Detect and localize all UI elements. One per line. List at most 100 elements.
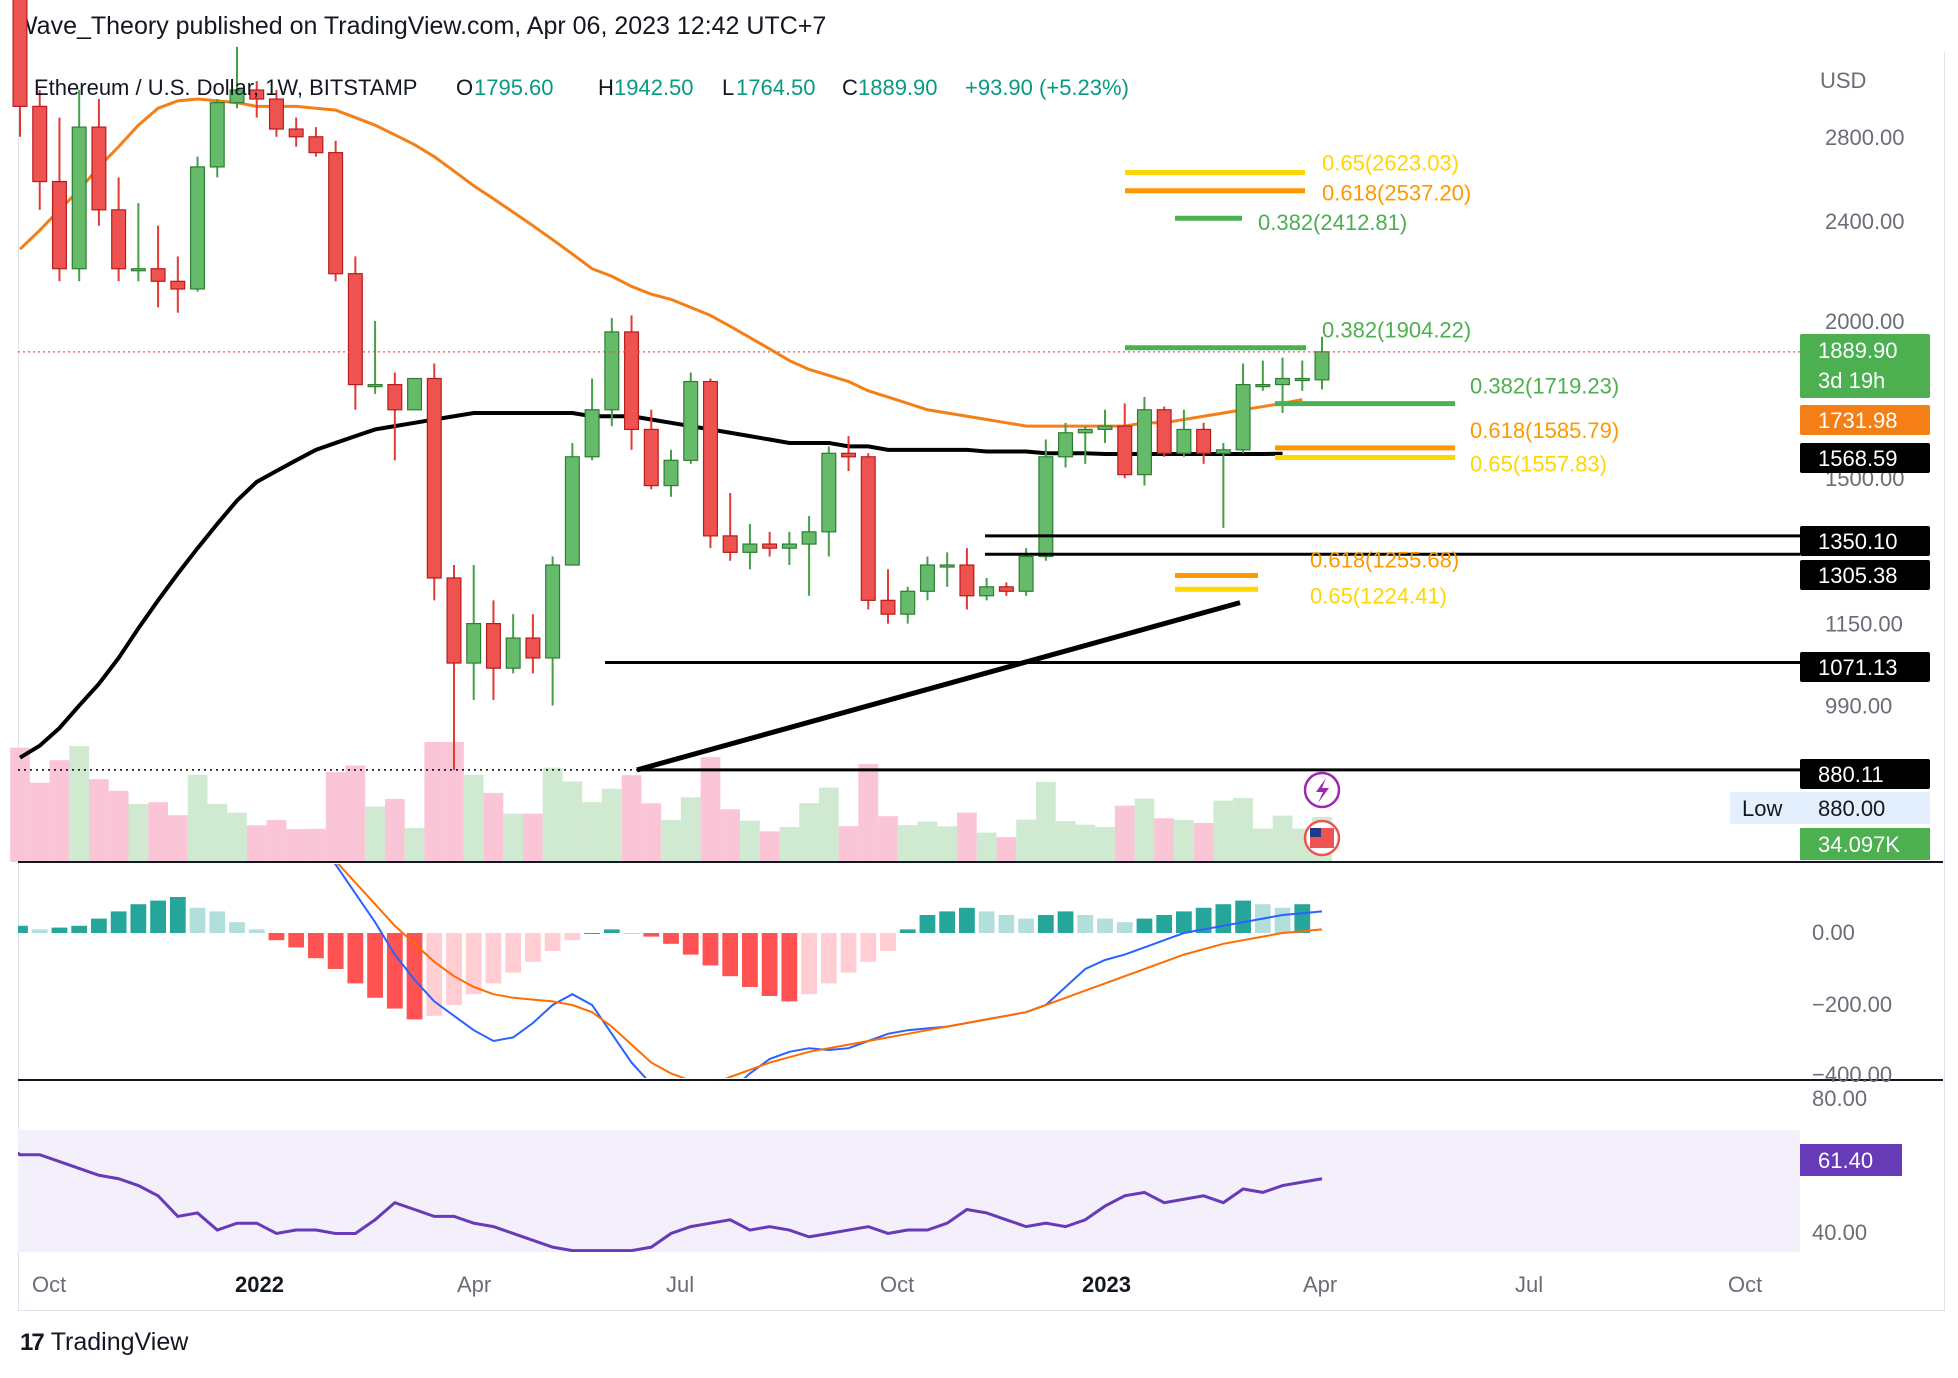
macd-histogram-bar — [939, 911, 956, 933]
macd-histogram-bar — [1097, 918, 1113, 933]
volume-bar — [582, 802, 602, 862]
candles-layer — [12, 0, 1330, 770]
macd-histogram-bar — [505, 933, 522, 973]
volume-bar — [937, 826, 958, 862]
rsi-value-tag — [1800, 1144, 1902, 1176]
candle-body — [683, 380, 699, 461]
candle — [130, 203, 146, 282]
macd-histogram-bar — [525, 933, 541, 962]
volume-bar — [1134, 798, 1155, 862]
macd-histogram-bar — [288, 933, 305, 948]
candle — [446, 565, 462, 770]
price-tag-text: 1568.59 — [1818, 446, 1898, 471]
flag-canton-icon — [1310, 828, 1321, 837]
candle — [604, 318, 620, 427]
ohlc-h-label: H — [598, 75, 614, 100]
candle-body — [51, 180, 67, 270]
tradingview-logo-icon[interactable]: 17 — [20, 1328, 45, 1356]
rsi-band — [18, 1130, 1800, 1252]
candle — [91, 99, 107, 226]
candle-body — [663, 459, 679, 487]
macd-histogram-bar — [584, 933, 600, 934]
candle — [1038, 439, 1054, 561]
fib-label: 0.382(1904.22) — [1322, 318, 1471, 343]
price-axis: USD2800.002400.002000.001500.001150.0099… — [18, 68, 1943, 1081]
macd-histogram-bar — [919, 915, 936, 933]
macd-histogram-bar — [623, 933, 640, 934]
candle-body — [762, 543, 778, 549]
publication-header: Wave_Theory published on TradingView.com… — [14, 12, 827, 40]
price-tag — [1800, 560, 1930, 590]
candle-body — [742, 543, 758, 553]
volume-bar — [10, 747, 30, 862]
macd-histogram-bar — [880, 933, 896, 951]
macd-histogram-bar — [71, 925, 88, 933]
candle — [919, 556, 935, 601]
volume-bar — [49, 760, 70, 862]
candle — [1314, 336, 1330, 390]
fib-label: 0.618(1585.79) — [1470, 418, 1619, 443]
macd-histogram-bar — [840, 933, 857, 973]
candle-body — [12, 0, 28, 107]
candle-body — [821, 452, 837, 533]
low-label: Low — [1742, 796, 1782, 821]
volume-bar — [148, 802, 168, 862]
volume-bar — [601, 788, 622, 862]
time-tick: Jul — [1515, 1272, 1543, 1297]
macd-histogram-bar — [1136, 918, 1153, 933]
macd-tick: −400.00 — [1812, 1062, 1892, 1087]
candle-body — [919, 564, 935, 592]
chart-canvas[interactable]: 0.65(2623.03) 0.618(2537.20) 0.382(2412.81… — [0, 0, 1958, 1320]
volume-bar — [483, 792, 504, 862]
lightning-glyph-icon — [1316, 778, 1329, 803]
low-value-bg — [1800, 792, 1930, 824]
candle-body — [564, 456, 580, 566]
price-tag — [1800, 759, 1930, 789]
fib-label: 0.382(2412.81) — [1258, 210, 1407, 235]
candle-body — [584, 409, 600, 458]
macd-histogram-bar — [978, 911, 995, 933]
macd-histogram-bar — [959, 907, 975, 933]
macd-histogram-bar — [1057, 911, 1074, 933]
macd-tick: −200.00 — [1812, 992, 1892, 1017]
candle — [702, 378, 718, 549]
currency-label: USD — [1820, 68, 1866, 93]
candle-body — [367, 384, 383, 388]
price-tag — [1800, 526, 1930, 556]
price-tag-text: 1305.38 — [1818, 563, 1898, 588]
volume-bar — [1174, 819, 1194, 862]
candle — [545, 556, 561, 706]
candle-body — [407, 377, 423, 411]
candle-body — [308, 136, 324, 154]
time-tick: Jul — [666, 1272, 694, 1297]
chart-frame[interactable] — [18, 52, 1945, 1311]
candle — [742, 523, 758, 570]
macd-histogram-bar — [1156, 915, 1173, 933]
macd-histogram-bar — [998, 915, 1015, 933]
volume-bar — [1272, 815, 1293, 862]
candle — [1235, 363, 1251, 454]
candle — [683, 372, 699, 464]
candle — [387, 372, 403, 461]
candle-body — [1196, 428, 1212, 454]
time-tick: Oct — [32, 1272, 66, 1297]
macd-histogram-bar — [308, 933, 324, 959]
volume-bar — [1193, 822, 1214, 862]
candle — [485, 600, 501, 701]
candle-body — [446, 577, 462, 664]
volume-bar — [1016, 819, 1036, 862]
volume-bar — [878, 816, 898, 862]
price-tag-text: 1889.90 — [1818, 338, 1898, 363]
macd-histogram-bar — [860, 933, 877, 962]
macd-histogram-bar — [1116, 922, 1133, 933]
candle-body — [722, 535, 738, 553]
volume-bar — [108, 790, 129, 862]
candle — [288, 117, 304, 147]
macd-histogram-bar — [702, 933, 719, 966]
footer-brand: TradingView — [50, 1328, 189, 1356]
candle-body — [781, 543, 797, 549]
macd-histogram-bar — [761, 933, 778, 996]
volume-bar — [779, 827, 800, 862]
ohlc-change: +93.90 (+5.23%) — [965, 75, 1129, 100]
candle — [32, 90, 48, 210]
